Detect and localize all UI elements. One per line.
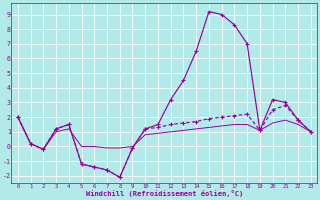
- X-axis label: Windchill (Refroidissement éolien,°C): Windchill (Refroidissement éolien,°C): [86, 190, 243, 197]
